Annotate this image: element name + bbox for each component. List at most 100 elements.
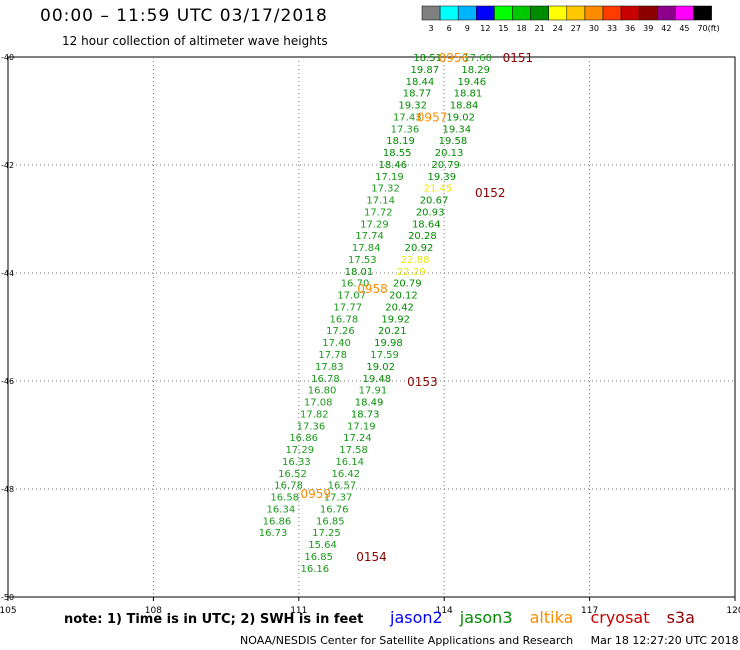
wave-height-point: 17.24 [343, 433, 372, 444]
colorbar-label: 6 [447, 24, 452, 33]
wave-height-point: 18.29 [461, 65, 490, 76]
satellite-legend-cryosat: cryosat [590, 608, 650, 627]
footer-credit: NOAA/NESDIS Center for Satellite Applica… [240, 634, 574, 647]
footer: NOAA/NESDIS Center for Satellite Applica… [240, 634, 740, 647]
wave-height-point: 17.82 [300, 409, 329, 420]
wave-height-point: 16.73 [259, 528, 288, 539]
wave-height-point: 17.19 [347, 421, 376, 432]
wave-height-point: 19.32 [398, 101, 427, 112]
x-tick-label: 105 [0, 606, 17, 616]
wave-height-point: 18.49 [355, 398, 384, 409]
colorbar-label: 33 [607, 24, 617, 33]
wave-height-point: 17.14 [366, 196, 395, 207]
satellite-legend-jason2: jason2 [390, 608, 443, 627]
wave-height-point: 17.37 [324, 493, 353, 504]
wave-height-point: 19.39 [427, 172, 456, 183]
x-tick-label: 117 [581, 606, 598, 616]
chart-title: 00:00 – 11:59 UTC 03/17/2018 [40, 6, 328, 26]
wave-height-point: 18.55 [383, 148, 412, 159]
wave-height-point: 16.42 [331, 469, 360, 480]
colorbar-swatch [675, 5, 694, 21]
wave-height-point: 17.84 [352, 243, 381, 254]
colorbar-swatch [421, 5, 441, 21]
colorbar-label: 42 [661, 24, 671, 33]
wave-height-point: 17.32 [371, 184, 400, 195]
x-tick-label: 111 [290, 606, 307, 616]
satellite-legend-altika: altika [529, 608, 574, 627]
colorbar-swatch [494, 5, 513, 21]
wave-height-point: 16.34 [267, 504, 296, 515]
wave-height-point: 16.58 [270, 493, 299, 504]
y-tick-label: -40 [1, 53, 14, 62]
pass-time-label: 0957 [417, 110, 448, 124]
wave-height-point: 15.64 [308, 540, 337, 551]
wave-height-point: 18.64 [412, 219, 441, 230]
wave-height-point: 16.86 [263, 516, 292, 527]
wave-height-point: 18.51 [413, 53, 442, 64]
wave-height-point: 22.29 [397, 267, 426, 278]
wave-height-point: 22.88 [401, 255, 430, 266]
wave-height-point: 20.67 [420, 196, 449, 207]
wave-height-point: 17.26 [326, 326, 355, 337]
wave-height-point: 17.78 [318, 350, 347, 361]
pass-time-label: 0152 [475, 186, 506, 200]
colorbar-label: 70 [697, 24, 707, 33]
y-tick-label: -50 [1, 593, 14, 602]
colorbar-label: 36 [625, 24, 635, 33]
legend-note: note: 1) Time is in UTC; 2) SWH is in fe… [64, 612, 364, 627]
colorbar-label: 27 [571, 24, 581, 33]
colorbar-label: 30 [589, 24, 599, 33]
wave-height-point: 19.58 [439, 136, 468, 147]
wave-height-point: 17.25 [312, 528, 341, 539]
wave-height-point: 16.76 [320, 504, 349, 515]
wave-height-point: 18.01 [345, 267, 374, 278]
colorbar-label: 18 [516, 24, 526, 33]
satellite-legend-s3a: s3a [666, 608, 695, 627]
wave-height-point: 16.14 [335, 457, 364, 468]
wave-height-point: 20.93 [416, 207, 445, 218]
wave-height-point: 17.74 [355, 231, 384, 242]
colorbar-label: 24 [553, 24, 563, 33]
wave-height-point: 18.73 [351, 409, 380, 420]
colorbar-swatch [548, 5, 568, 21]
wave-height-point: 18.19 [386, 136, 415, 147]
wave-height-point: 19.87 [410, 65, 439, 76]
colorbar-swatch [530, 5, 549, 21]
y-tick-label: -46 [1, 377, 14, 386]
y-tick-label: -44 [1, 269, 14, 278]
wave-height-point: 17.29 [360, 219, 389, 230]
colorbar-swatch [620, 5, 640, 21]
footer-timestamp: Mar 18 12:27:20 UTC 2018 [590, 634, 739, 647]
wave-height-point: 20.79 [431, 160, 460, 171]
wave-height-point: 18.44 [406, 77, 435, 88]
wave-height-point: 17.36 [297, 421, 326, 432]
wave-height-point: 16.33 [282, 457, 311, 468]
chart-subtitle: 12 hour collection of altimeter wave hei… [62, 34, 328, 48]
x-tick-label: 120 [726, 606, 740, 616]
wave-height-point: 16.86 [289, 433, 318, 444]
wave-height-point: 18.81 [454, 89, 483, 100]
colorbar-swatch [693, 5, 712, 21]
wave-height-point: 20.28 [408, 231, 437, 242]
wave-height-point: 19.98 [374, 338, 403, 349]
wave-height-point: 17.36 [391, 124, 420, 135]
colorbar-label: 12 [480, 24, 490, 33]
wave-height-point: 20.12 [389, 291, 418, 302]
pass-time-label: 0959 [300, 487, 331, 501]
wave-height-point: 18.77 [403, 89, 432, 100]
wave-height-point: 20.92 [405, 243, 434, 254]
colorbar-swatch [476, 5, 495, 21]
colorbar-label: 21 [535, 24, 545, 33]
pass-time-label: 0956 [439, 51, 470, 65]
wave-height-point: 17.29 [285, 445, 314, 456]
colorbar-swatch [512, 5, 531, 21]
wave-height-point: 17.07 [337, 291, 366, 302]
wave-height-point: 19.48 [363, 374, 392, 385]
colorbar-swatch [439, 5, 459, 21]
wave-height-point: 16.78 [311, 374, 340, 385]
wave-height-point: 16.52 [278, 469, 307, 480]
colorbar-swatch [657, 5, 676, 21]
wave-height-point: 19.92 [381, 314, 410, 325]
wave-height-point: 19.02 [446, 112, 475, 123]
